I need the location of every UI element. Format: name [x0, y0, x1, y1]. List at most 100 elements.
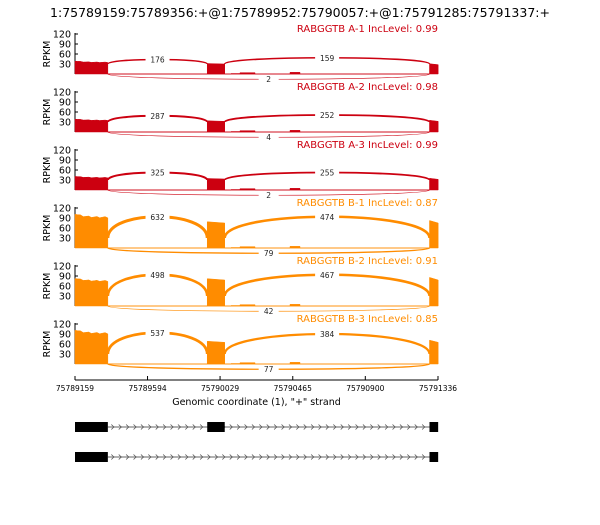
coverage-area: [74, 213, 439, 249]
strand-arrow-icon: [140, 454, 145, 460]
y-tick-label: 90: [59, 40, 71, 51]
y-tick-label: 120: [53, 88, 71, 99]
strand-arrow-icon: [236, 424, 241, 430]
strand-arrow-icon: [303, 424, 307, 430]
strand-arrow-icon: [207, 454, 211, 460]
strand-arrow-icon: [362, 424, 367, 430]
junction-count-label: 325: [150, 169, 165, 178]
strand-arrow-icon: [199, 424, 204, 430]
y-tick-label: 60: [59, 108, 71, 119]
x-tick-label: 75790029: [201, 384, 239, 393]
strand-arrow-icon: [266, 424, 270, 430]
y-axis-label: RPKM: [42, 331, 53, 358]
strand-arrow-icon: [414, 424, 418, 430]
chart-title: 1:75789159:75789356:+@1:75789952:7579005…: [50, 5, 550, 20]
junction-label-bg: [258, 191, 279, 200]
exon-block: [207, 422, 225, 432]
sample-label: RABGGTB A-2 IncLevel: 0.98: [297, 82, 438, 93]
strand-arrow-icon: [192, 454, 196, 460]
strand-arrow-icon: [118, 454, 122, 460]
strand-arrow-icon: [177, 454, 182, 460]
y-tick-label: 120: [53, 30, 71, 41]
coverage-area: [74, 329, 439, 365]
strand-arrow-icon: [229, 424, 233, 430]
x-tick-label: 75790465: [274, 384, 312, 393]
strand-arrow-icon: [273, 454, 278, 460]
strand-arrow-icon: [296, 424, 300, 430]
strand-arrow-icon: [399, 424, 404, 430]
y-tick-label: 60: [59, 282, 71, 293]
junction-count-label: 4: [266, 133, 271, 142]
junction-label-bg: [258, 133, 279, 142]
coverage-area: [74, 176, 439, 191]
strand-arrow-icon: [133, 424, 137, 430]
x-tick-label: 75789159: [56, 384, 94, 393]
junction-label-bg: [258, 75, 279, 84]
strand-arrow-icon: [162, 424, 167, 430]
junction-count-label: 537: [150, 329, 165, 338]
strand-arrow-icon: [111, 454, 115, 460]
strand-arrow-icon: [125, 424, 130, 430]
junction-count-label: 42: [264, 307, 274, 316]
strand-arrow-icon: [318, 424, 322, 430]
y-axis-label: RPKM: [42, 41, 53, 68]
junction-label-bg: [145, 327, 170, 338]
strand-arrow-icon: [310, 424, 315, 430]
strand-arrow-icon: [377, 454, 381, 460]
strand-arrow-icon: [407, 424, 411, 430]
strand-arrow-icon: [199, 454, 204, 460]
y-tick-label: 120: [53, 262, 71, 273]
strand-arrow-icon: [325, 454, 330, 460]
y-axis-label: RPKM: [42, 273, 53, 300]
junction-label-bg: [145, 54, 170, 65]
junction-label-bg: [258, 307, 279, 316]
strand-arrow-icon: [125, 454, 130, 460]
y-tick-label: 60: [59, 166, 71, 177]
sample-label: RABGGTB A-1 IncLevel: 0.99: [297, 24, 438, 35]
y-tick-label: 90: [59, 156, 71, 167]
strand-arrow-icon: [111, 424, 115, 430]
strand-arrow-icon: [325, 424, 330, 430]
strand-arrow-icon: [148, 424, 152, 430]
strand-arrow-icon: [421, 454, 426, 460]
strand-arrow-icon: [244, 454, 248, 460]
junction-count-label: 498: [150, 271, 165, 280]
exon-block: [75, 422, 108, 432]
junction-count-label: 384: [320, 330, 335, 339]
strand-arrow-icon: [148, 454, 152, 460]
strand-arrow-icon: [244, 424, 248, 430]
coverage-area: [74, 60, 439, 75]
y-axis-label: RPKM: [42, 157, 53, 184]
strand-arrow-icon: [377, 424, 381, 430]
strand-arrow-icon: [251, 424, 256, 430]
coverage-area: [74, 277, 439, 307]
y-tick-label: 90: [59, 98, 71, 109]
strand-arrow-icon: [318, 454, 322, 460]
y-tick-label: 30: [59, 176, 71, 187]
junction-label-bg: [315, 269, 340, 280]
junction-count-label: 159: [320, 54, 335, 63]
strand-arrow-icon: [355, 454, 359, 460]
strand-arrow-icon: [281, 454, 285, 460]
strand-arrow-icon: [170, 454, 174, 460]
y-axis-label: RPKM: [42, 99, 53, 126]
strand-arrow-icon: [259, 454, 263, 460]
junction-count-label: 255: [320, 169, 335, 178]
strand-arrow-icon: [362, 454, 367, 460]
y-tick-label: 30: [59, 118, 71, 129]
strand-arrow-icon: [347, 424, 352, 430]
junction-count-label: 467: [320, 271, 335, 280]
junction-label-bg: [315, 167, 340, 178]
strand-arrow-icon: [347, 454, 352, 460]
strand-arrow-icon: [340, 424, 344, 430]
strand-arrow-icon: [421, 424, 426, 430]
strand-arrow-icon: [340, 454, 344, 460]
strand-arrow-icon: [118, 424, 122, 430]
strand-arrow-icon: [140, 424, 145, 430]
y-tick-label: 120: [53, 320, 71, 331]
y-tick-label: 60: [59, 224, 71, 235]
strand-arrow-icon: [222, 454, 226, 460]
y-axis-label: RPKM: [42, 215, 53, 242]
sample-label: RABGGTB B-1 IncLevel: 0.87: [297, 198, 438, 209]
